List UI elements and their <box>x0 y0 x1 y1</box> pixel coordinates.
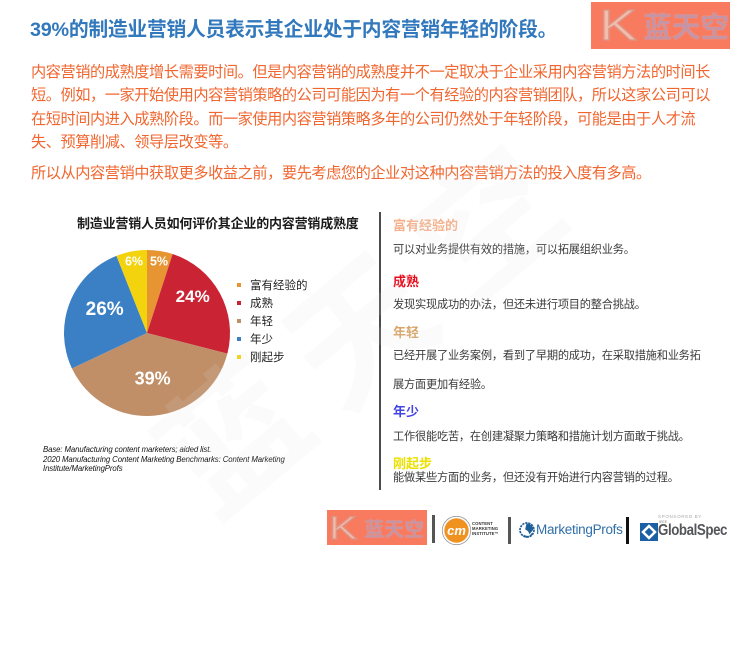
svg-text:39%: 39% <box>135 369 171 389</box>
svg-text:6%: 6% <box>125 255 143 269</box>
svg-text:cm: cm <box>447 523 466 538</box>
svg-text:26%: 26% <box>86 299 124 320</box>
svg-text:24%: 24% <box>176 287 210 306</box>
svg-text:5%: 5% <box>150 255 168 269</box>
